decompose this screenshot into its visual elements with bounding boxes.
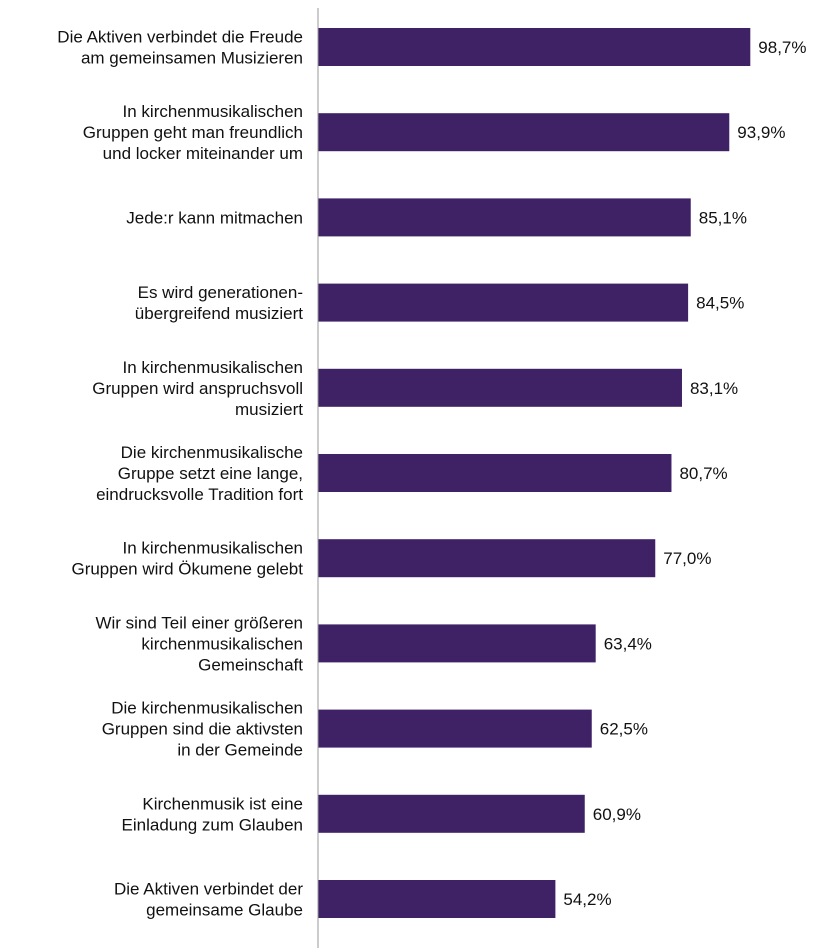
bar	[318, 709, 592, 748]
category-label: In kirchenmusikalischen Gruppen geht man …	[83, 102, 303, 163]
value-label: 80,7%	[679, 464, 727, 483]
bar	[318, 283, 689, 322]
bar	[318, 113, 730, 152]
category-label: Wir sind Teil einer größeren kirchenmusik…	[95, 613, 303, 674]
category-labels-group: Die Aktiven verbindet die Freude am gemei…	[57, 28, 303, 920]
category-label: In kirchenmusikalischen Gruppen wird Ökum…	[71, 539, 303, 579]
category-label: Kirchenmusik ist eine Einladung zum Glaub…	[122, 794, 303, 834]
bar	[318, 198, 691, 237]
category-label: Die Aktiven verbindet die Freude am gemei…	[57, 28, 303, 68]
category-label: Die kirchenmusikalischen Gruppen sind die…	[102, 699, 303, 760]
bar	[318, 624, 596, 663]
category-label: In kirchenmusikalischen Gruppen wird ansp…	[92, 358, 303, 419]
bar	[318, 368, 682, 407]
category-label: Es wird generationen-übergreifend musizi…	[135, 283, 303, 323]
value-label: 85,1%	[699, 208, 747, 227]
bar	[318, 539, 656, 578]
bar	[318, 454, 672, 492]
bars-group	[318, 28, 751, 918]
value-label: 93,9%	[737, 123, 785, 142]
category-label: Jede:r kann mitmachen	[126, 208, 303, 227]
bar	[318, 28, 751, 66]
value-labels-group: 98,7% 93,9% 85,1% 84,5% 83,1% 80,7% 77,0% 63,4%…	[563, 38, 806, 909]
value-label: 63,4%	[604, 634, 652, 653]
value-label: 62,5%	[600, 720, 648, 739]
value-label: 77,0%	[663, 549, 711, 568]
value-label: 98,7%	[758, 38, 806, 57]
value-label: 54,2%	[563, 890, 611, 909]
bar	[318, 794, 585, 833]
bar	[318, 880, 556, 918]
value-label: 84,5%	[696, 294, 744, 313]
category-label: Die Aktiven verbindet der gemeinsame Glau…	[114, 880, 303, 920]
value-label: 83,1%	[690, 379, 738, 398]
category-label: Die kirchenmusikalische Gruppe setzt eine…	[96, 443, 303, 504]
value-label: 60,9%	[593, 805, 641, 824]
